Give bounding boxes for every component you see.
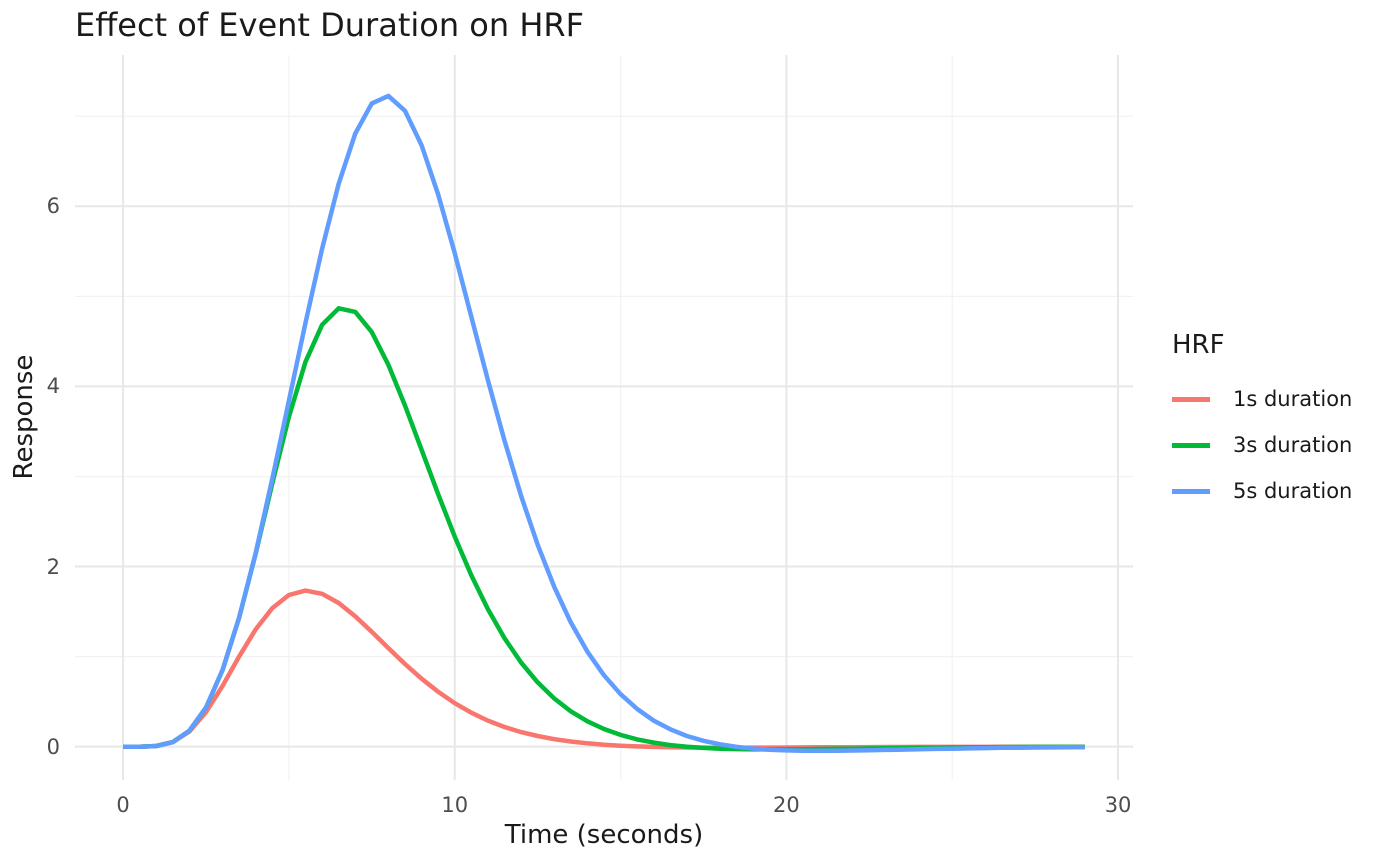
legend-entry-label: 3s duration <box>1233 433 1353 457</box>
x-tick-label: 20 <box>773 793 800 817</box>
plot-svg <box>75 55 1133 780</box>
legend-entry: 1s duration <box>1172 376 1392 422</box>
y-tick-label: 6 <box>46 194 60 219</box>
chart-title: Effect of Event Duration on HRF <box>75 6 585 44</box>
legend: HRF 1s duration 3s duration 5s duration <box>1172 330 1392 514</box>
y-tick-label: 2 <box>46 554 60 579</box>
legend-key-line <box>1172 396 1210 402</box>
curve-1s-duration <box>123 588 1085 750</box>
x-tick-label: 30 <box>1104 793 1132 817</box>
plot-panel <box>75 55 1133 780</box>
y-tick-label: 0 <box>46 734 60 759</box>
legend-entry: 5s duration <box>1172 468 1392 514</box>
y-axis-title: Response <box>9 354 39 480</box>
legend-entry-label: 1s duration <box>1233 387 1353 411</box>
x-axis-title: Time (seconds) <box>504 820 704 850</box>
legend-entry: 3s duration <box>1172 422 1392 468</box>
curve-3s-duration <box>123 306 1085 752</box>
x-tick-label: 0 <box>116 793 130 817</box>
y-tick-label: 4 <box>46 374 60 399</box>
legend-key-line <box>1172 442 1210 448</box>
x-tick-label: 10 <box>441 793 469 817</box>
legend-entries: 1s duration 3s duration 5s duration <box>1172 376 1392 514</box>
legend-title: HRF <box>1172 330 1225 360</box>
curve-5s-duration <box>123 93 1085 754</box>
legend-entry-label: 5s duration <box>1233 479 1353 503</box>
legend-key-line <box>1172 488 1210 494</box>
